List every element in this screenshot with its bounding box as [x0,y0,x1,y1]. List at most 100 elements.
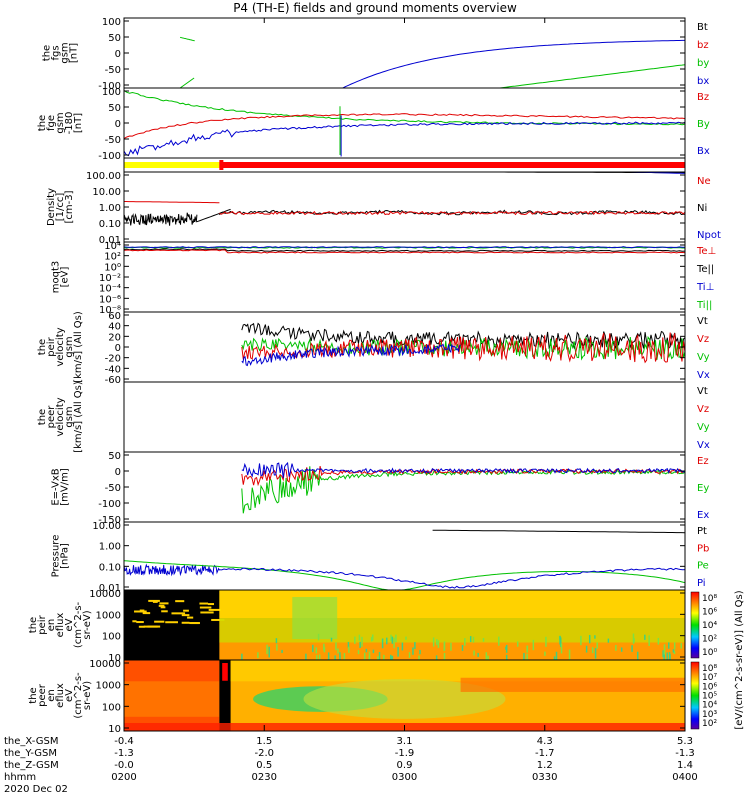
ytick-peer_spec: 1000 [96,681,121,692]
peir-low-speck [390,634,392,642]
peir-early-speck [142,612,151,615]
footer-row-label: the_Z-GSM [4,760,59,771]
colorbar-tick: 10⁵ [702,692,717,702]
peir-early-speck [154,620,165,623]
peir-low-speck [680,643,682,649]
peir-low-speck [568,649,571,660]
ytick-efield: -100 [98,499,121,510]
colorbar-label: [eV/(cm^2-s-sr-eV)] (All Qs) [734,590,745,729]
legend-fge-2: Bx [697,146,710,157]
peir-early-speck [181,614,190,617]
legend-pressure-2: Pe [697,561,709,572]
ytick-temp: 10⁻⁴ [99,284,121,295]
peir-early-speck [132,620,137,623]
peir-low-speck [365,648,368,653]
peir-low-speck [555,651,558,660]
ytick-peir_vel: 60 [108,311,121,322]
peir-low-speck [334,655,336,661]
peir-low-speck [545,636,547,647]
peir-low-speck [591,647,594,654]
footer-value: 0230 [251,772,277,783]
fgs-by-early [179,36,195,42]
peir-low-speck [368,651,371,661]
peir-low-speck [393,637,395,649]
peir-early-speck [175,600,185,603]
peir-low-speck [316,655,318,661]
pressure-pe [123,560,686,591]
panel-frame-7 [123,451,686,523]
temp-te-par [123,248,686,252]
peir-early-block [124,590,220,660]
peir-low-speck [435,655,438,661]
ylabel-peir_spec: peir [37,614,48,634]
footer-row-label: hhmm [4,772,37,783]
panel-frame-0 [123,17,686,89]
ylabel-peer_spec: (cm^2-s- [73,672,84,719]
legend-pressure-0: Pt [697,526,707,537]
footer-row-label: the_X-GSM [4,736,59,747]
ylabel-fge: gsm [55,112,66,133]
peir-low-speck [276,644,278,651]
ylabel-peir_spec: (cm^2-s- [73,601,84,648]
peir-vx [241,343,461,367]
legend-fge-1: By [697,119,710,130]
peir-low-speck [378,651,381,660]
legend-peer_vel-2: Vy [697,422,710,433]
efield-ex [241,461,686,479]
footer-value: 0400 [672,772,698,783]
peir-low-speck [594,648,597,659]
peir-low-speck [469,636,472,643]
footer-value: 0.9 [396,760,413,771]
ytick-fge: -100 [98,151,121,162]
peir-low-speck [358,634,361,641]
footer-row: the_Y-GSM -1.3 -2.0 -1.9 -1.7 -1.3 [4,748,744,759]
footer-value: 4.3 [536,736,553,747]
peir-low-speck [644,634,646,640]
ytick-temp: 10⁰ [104,262,121,273]
mode-bar-slow [124,162,220,168]
peir-low-speck [560,643,563,654]
fge-bz [123,113,686,140]
ylabel-peir_spec: en [46,619,57,632]
peir-low-speck [381,638,384,649]
ylabel-density: [1/cc] [55,193,66,222]
footer-row: hhmm 0200 0230 0300 0330 0400 [4,772,744,783]
peir-early-speck [138,625,145,628]
peir-early-speck [199,606,212,609]
peir-low-speck [275,638,278,644]
pressure-pi-early [123,563,220,577]
density-ne [219,210,686,216]
peir-low-speck [354,636,356,644]
peir-low-speck [559,635,561,645]
ylabel-peer_vel: gsm [64,406,75,427]
fgs-bx [342,39,685,89]
footer-value: -0.0 [114,760,134,771]
peir-early-speck [187,616,194,619]
peir-low-speck [464,638,466,646]
peer-gap-red [222,663,228,681]
ytick-pressure: 10.00 [92,521,121,532]
peir-low-speck [632,633,635,644]
ytick-density: 0.01 [99,235,121,246]
peir-low-speck [526,645,528,653]
peir-early-speck [183,609,189,612]
legend-density-2: Npot [697,230,721,241]
legend-efield-2: Ex [697,510,709,521]
peir-low-speck [257,652,259,659]
peir-early-speck [160,606,166,609]
ylabel-peir_spec: sr-eV) [82,610,93,639]
peir-low-speck [596,642,598,649]
legend-pressure-1: Pb [697,543,709,554]
peir-low-speck [412,647,414,655]
peir-low-speck [636,651,639,661]
footer-date: 2020 Dec 02 [4,784,68,795]
ytick-fge: 50 [108,103,121,114]
peir-low-speck [666,652,668,664]
ylabel-temp: moqt3 [51,261,62,294]
footer-value: -1.7 [534,748,555,759]
footer-value: 0330 [532,772,558,783]
peir-low-speck [343,653,346,664]
peir-low-speck [405,636,407,640]
peir-early-speck [199,602,209,605]
colorbar-tick: 10⁶ [702,608,717,618]
